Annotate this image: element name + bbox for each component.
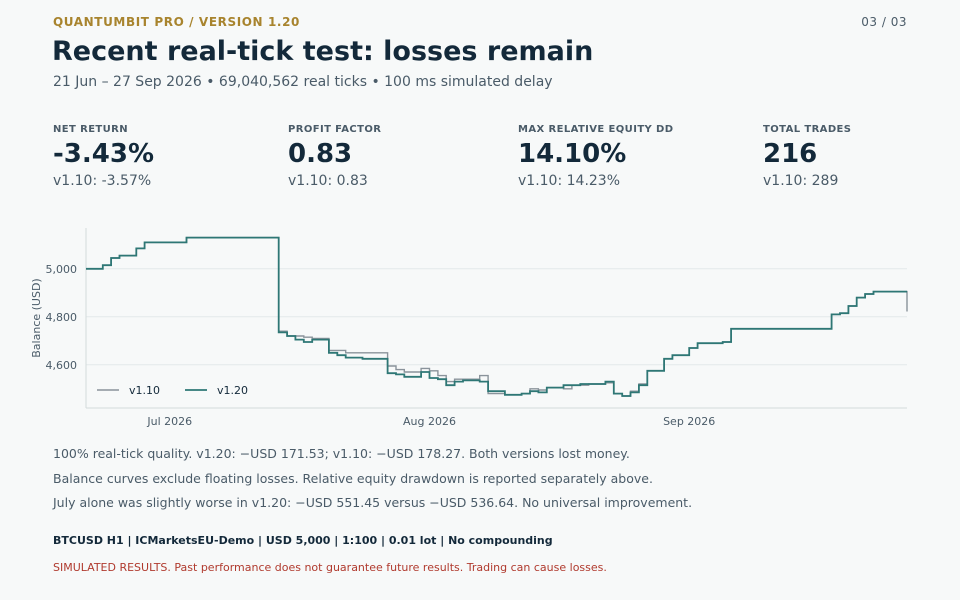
balance-chart: 4,600 4,800 5,000 Jul 2026 Aug 2026 Sep 2026 B… [30, 228, 908, 428]
kpi-value: 14.10% [518, 139, 627, 169]
series-line-v1-20 [86, 236, 907, 397]
page-subtitle: 21 Jun – 27 Sep 2026 • 69,040,562 real t… [53, 74, 553, 90]
y-tick-label: 4,800 [46, 311, 78, 324]
kpi-compare: v1.10: 289 [763, 173, 839, 189]
page-title: Recent real-tick test: losses remain [52, 36, 594, 67]
kpi-max-drawdown: MAX RELATIVE EQUITY DD 14.10% v1.10: 14.… [518, 124, 673, 189]
kpi-value: -3.43% [53, 139, 154, 169]
y-tick-label: 4,600 [46, 359, 78, 372]
page-indicator: 03 / 03 [861, 15, 907, 29]
kpi-label: MAX RELATIVE EQUITY DD [518, 124, 674, 135]
chart-note: Balance curves exclude floating losses. … [53, 471, 653, 486]
kpi-label: NET RETURN [53, 124, 129, 135]
x-tick-label: Jul 2026 [146, 415, 192, 428]
y-tick-label: 5,000 [46, 263, 78, 276]
kpi-total-trades: TOTAL TRADES 216 v1.10: 289 [763, 124, 851, 189]
x-tick-label: Aug 2026 [403, 415, 456, 428]
kpi-value: 216 [763, 139, 818, 169]
y-axis-label: Balance (USD) [30, 278, 43, 357]
kpi-net-return: NET RETURN -3.43% v1.10: -3.57% [53, 124, 154, 189]
chart-note: July alone was slightly worse in v1.20: … [53, 495, 693, 510]
legend-label: v1.10 [129, 384, 160, 397]
kpi-compare: v1.10: 14.23% [518, 173, 621, 189]
kpi-profit-factor: PROFIT FACTOR 0.83 v1.10: 0.83 [288, 124, 381, 189]
kpi-compare: v1.10: 0.83 [288, 173, 368, 189]
brand-label: QUANTUMBIT PRO / VERSION 1.20 [53, 15, 300, 29]
kpi-label: TOTAL TRADES [763, 124, 852, 135]
x-tick-label: Sep 2026 [663, 415, 715, 428]
kpi-compare: v1.10: -3.57% [53, 173, 152, 189]
chart-note: 100% real-tick quality. v1.20: −USD 171.… [53, 446, 630, 461]
test-setup: BTCUSD H1 | ICMarketsEU-Demo | USD 5,000… [53, 534, 553, 547]
risk-disclaimer: SIMULATED RESULTS. Past performance does… [53, 561, 607, 574]
kpi-value: 0.83 [288, 139, 353, 169]
kpi-label: PROFIT FACTOR [288, 124, 382, 135]
legend-label: v1.20 [217, 384, 248, 397]
